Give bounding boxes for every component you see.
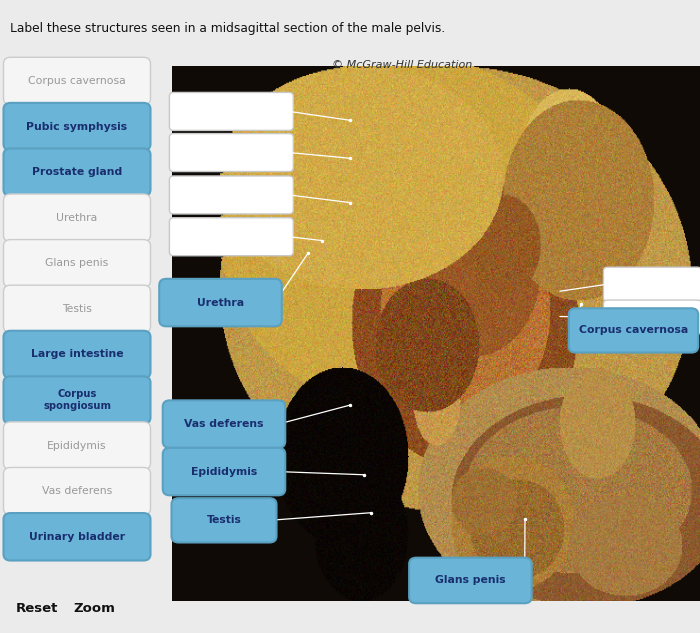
FancyBboxPatch shape [169,218,293,256]
Text: Large intestine: Large intestine [31,349,123,360]
Text: Testis: Testis [206,515,242,525]
FancyBboxPatch shape [4,103,150,150]
FancyBboxPatch shape [160,279,281,327]
Text: Glans penis: Glans penis [46,258,108,268]
FancyBboxPatch shape [169,134,293,172]
Text: Urethra: Urethra [197,298,244,308]
Text: Epididymis: Epididymis [48,441,106,451]
FancyBboxPatch shape [4,467,150,515]
FancyBboxPatch shape [4,239,150,287]
Text: Vas deferens: Vas deferens [184,419,264,429]
FancyBboxPatch shape [169,92,293,130]
FancyBboxPatch shape [409,558,532,603]
Text: Vas deferens: Vas deferens [42,486,112,496]
FancyBboxPatch shape [4,285,150,333]
Text: Glans penis: Glans penis [435,575,505,586]
FancyBboxPatch shape [4,194,150,241]
FancyBboxPatch shape [169,176,293,214]
Text: Epididymis: Epididymis [191,467,257,477]
FancyBboxPatch shape [4,149,150,196]
Text: Urinary bladder: Urinary bladder [29,532,125,542]
FancyBboxPatch shape [4,422,150,470]
FancyBboxPatch shape [4,330,150,378]
FancyBboxPatch shape [4,513,150,561]
Text: Prostate gland: Prostate gland [32,167,122,177]
FancyBboxPatch shape [4,376,150,424]
FancyBboxPatch shape [162,448,286,495]
Text: Corpus
spongiosum: Corpus spongiosum [43,389,111,411]
Text: Urethra: Urethra [57,213,97,223]
FancyBboxPatch shape [4,58,150,104]
Text: Pubic symphysis: Pubic symphysis [27,122,127,132]
Text: © McGraw-Hill Education: © McGraw-Hill Education [332,60,473,70]
FancyBboxPatch shape [162,401,286,448]
FancyBboxPatch shape [568,308,699,353]
Text: Corpus cavernosa: Corpus cavernosa [28,76,126,86]
FancyBboxPatch shape [172,498,276,542]
Text: Label these structures seen in a midsagittal section of the male pelvis.: Label these structures seen in a midsagi… [10,22,446,35]
FancyBboxPatch shape [603,267,700,301]
Text: Testis: Testis [62,304,92,314]
Text: Zoom: Zoom [74,602,116,615]
Text: Reset: Reset [15,602,58,615]
Text: Corpus cavernosa: Corpus cavernosa [579,325,688,335]
FancyBboxPatch shape [603,300,700,334]
